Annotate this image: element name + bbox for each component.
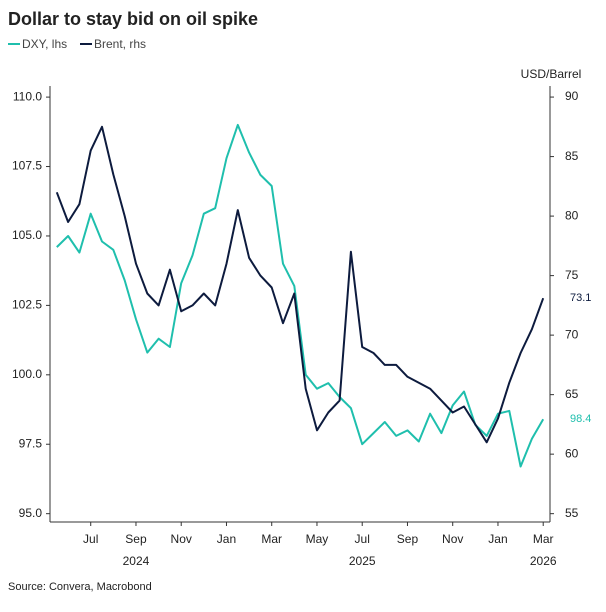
legend-label: DXY, lhs [22, 37, 67, 51]
y2-tick-label: 85 [565, 149, 579, 163]
x-tick-label: Jul [355, 532, 370, 546]
chart-title: Dollar to stay bid on oil spike [8, 9, 258, 29]
y-tick-label: 110.0 [13, 89, 42, 103]
x-year-label: 2024 [123, 554, 150, 568]
x-tick-label: Sep [125, 532, 147, 546]
x-tick-label: Mar [533, 532, 554, 546]
y-tick-label: 95.0 [19, 506, 43, 520]
x-tick-label: Jan [488, 532, 507, 546]
source: Source: Convera, Macrobond [8, 581, 152, 593]
x-tick-label: May [306, 532, 329, 546]
x-tick-label: Nov [171, 532, 192, 546]
y-tick-label: 100.0 [12, 367, 42, 381]
y2-tick-label: 90 [565, 89, 579, 103]
y-tick-label: 102.5 [12, 298, 42, 312]
x-tick-label: Sep [397, 532, 419, 546]
y-tick-label: 97.5 [19, 436, 43, 450]
y2-tick-label: 75 [565, 268, 579, 282]
end-value-label: 98.4 [570, 413, 591, 425]
y-tick-label: 105.0 [12, 228, 42, 242]
x-year-label: 2026 [530, 554, 557, 568]
x-tick-label: Jul [83, 532, 98, 546]
y-tick-label: 107.5 [12, 159, 42, 173]
x-tick-label: Mar [261, 532, 282, 546]
series-line [56, 123, 545, 468]
y2-tick-label: 55 [565, 506, 579, 520]
y2-tick-label: 70 [565, 327, 579, 341]
legend-label: Brent, rhs [94, 37, 146, 51]
y2-tick-label: 80 [565, 208, 579, 222]
x-year-label: 2025 [349, 554, 376, 568]
y2-axis-label: USD/Barrel [521, 67, 582, 81]
x-tick-label: Jan [217, 532, 236, 546]
end-value-label: 73.1 [570, 292, 591, 304]
y2-tick-label: 60 [565, 446, 579, 460]
series-line [55, 125, 545, 444]
x-tick-label: Nov [442, 532, 463, 546]
y2-tick-label: 65 [565, 387, 579, 401]
